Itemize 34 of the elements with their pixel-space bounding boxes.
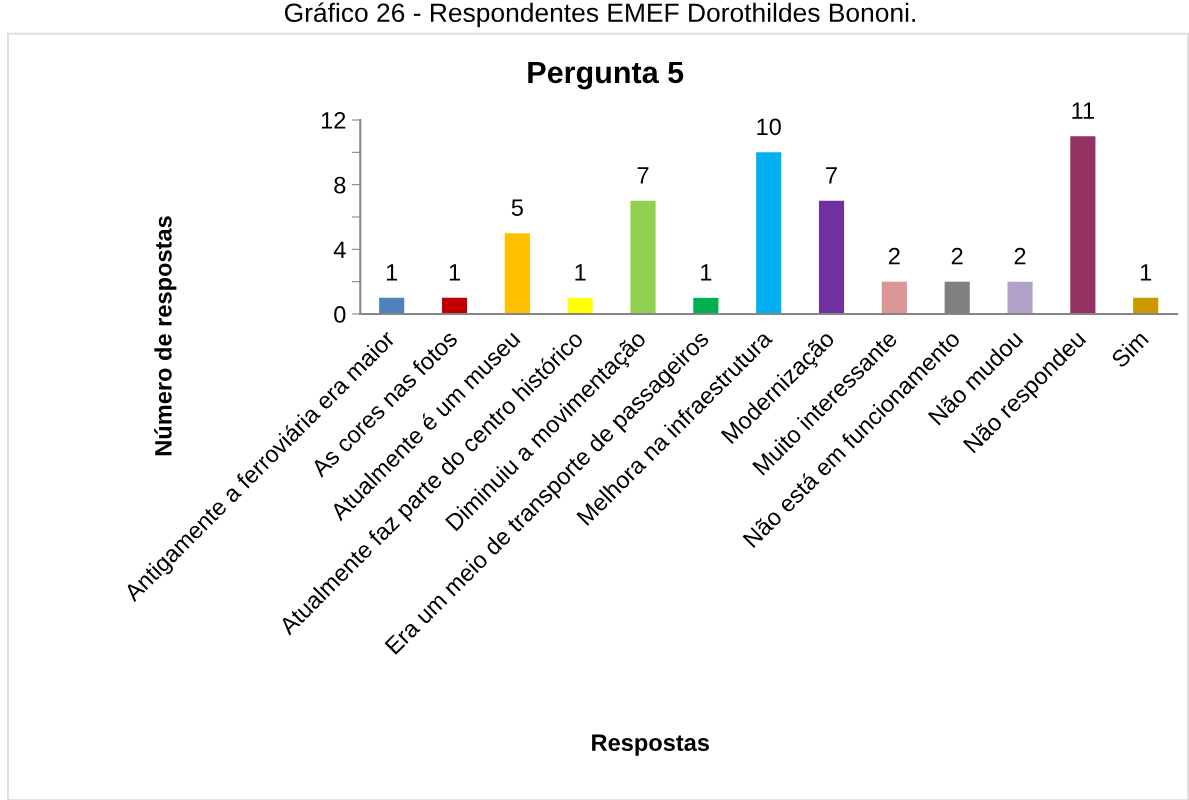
- data-label: 1: [575, 264, 586, 281]
- y-tick-label: 4: [333, 241, 346, 258]
- bar: [1133, 297, 1159, 314]
- bar: [504, 233, 530, 314]
- y-tick-label: 12: [321, 112, 346, 129]
- data-label: 5: [511, 199, 523, 216]
- bar: [379, 297, 405, 314]
- bar: [693, 297, 719, 314]
- data-label: 2: [951, 247, 963, 265]
- data-label: 2: [1014, 247, 1026, 265]
- bar: [756, 152, 782, 314]
- bar: [630, 200, 656, 314]
- data-label: 1: [701, 264, 712, 281]
- y-axis-title: Número de respostas: [154, 216, 177, 456]
- bar: [818, 200, 845, 314]
- bar: [881, 281, 907, 314]
- text: Gráfico 26 - Respondentes EMEF Dorothildes Bononi.: [284, 2, 915, 28]
- data-label: 1: [449, 264, 460, 281]
- x-tick-label: Sim: [1109, 329, 1150, 369]
- data-label: 7: [637, 167, 649, 184]
- y-tick-label: 0: [334, 306, 346, 323]
- data-label: 1: [1140, 264, 1152, 281]
- data-label: 10: [757, 118, 781, 136]
- y-tick-label: 8: [334, 176, 346, 194]
- bar: [1007, 281, 1033, 314]
- chart-title: Pergunta 5: [528, 61, 684, 90]
- bar: [441, 297, 468, 314]
- data-label: 1: [386, 264, 398, 281]
- data-label: 2: [888, 247, 900, 265]
- bar: [567, 297, 593, 314]
- bar: [1070, 136, 1096, 314]
- x-axis-title: Respostas: [592, 734, 709, 756]
- data-label: 7: [826, 167, 837, 184]
- data-label: 11: [1072, 102, 1094, 119]
